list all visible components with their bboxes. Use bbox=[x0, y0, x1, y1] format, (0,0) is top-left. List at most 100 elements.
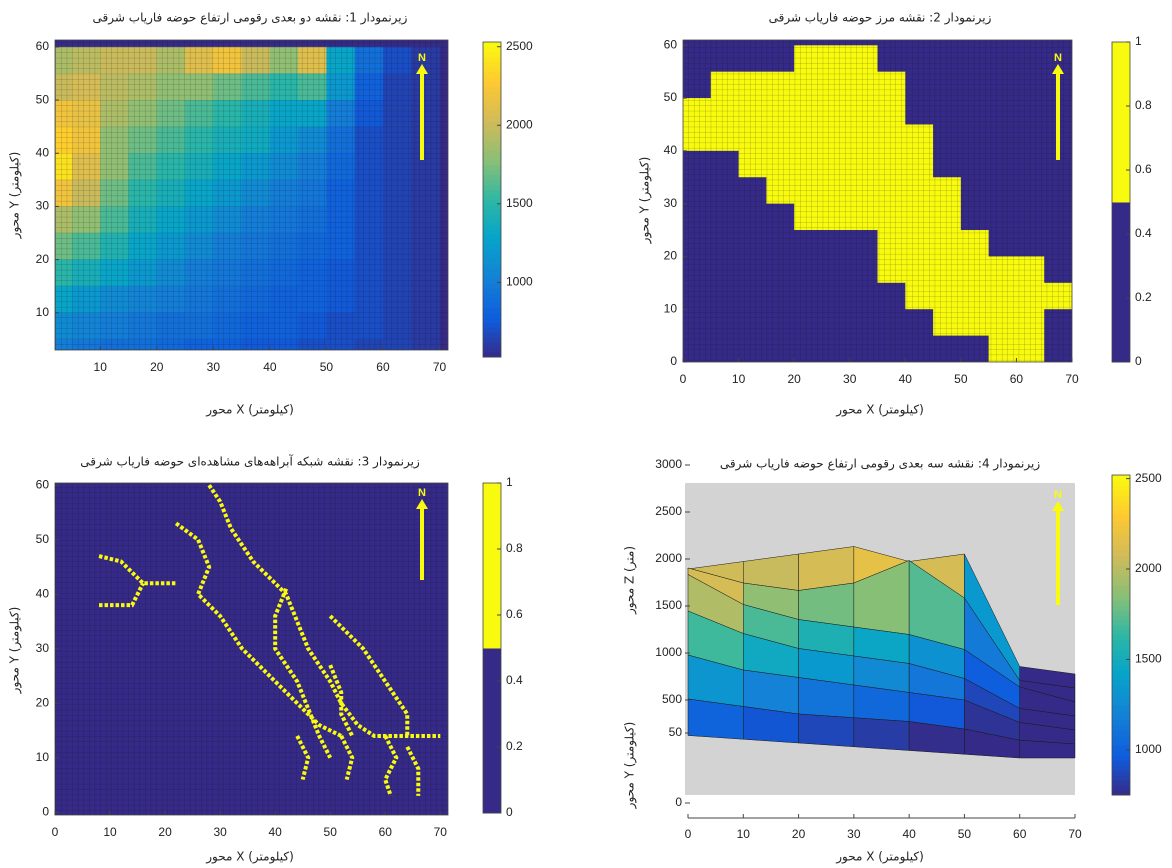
colorbar-segment bbox=[483, 101, 501, 107]
stream-line bbox=[405, 745, 421, 796]
z-tick-label: 2500 bbox=[655, 504, 682, 518]
subplot-title: زیرنمودار 3: نقشه شبکه آبراهه‌های مشاهده… bbox=[80, 454, 420, 470]
colorbar-segment bbox=[483, 125, 501, 132]
colorbar-segment bbox=[1112, 620, 1130, 626]
x-tick-label: 60 bbox=[379, 825, 393, 839]
colorbar-segment bbox=[1112, 655, 1130, 661]
y-tick-label: 30 bbox=[36, 641, 50, 655]
x-tick-label: 60 bbox=[1013, 827, 1027, 841]
north-arrow-head bbox=[1052, 501, 1064, 511]
stream-line bbox=[339, 735, 355, 781]
colorbar-segment bbox=[1112, 710, 1130, 716]
x-tick-label: 20 bbox=[150, 360, 164, 374]
x-tick-label: 10 bbox=[103, 825, 117, 839]
x-tick-label: 0 bbox=[680, 372, 687, 386]
plot-area bbox=[55, 483, 448, 815]
z-tick-label: 3000 bbox=[655, 457, 682, 471]
colorbar-segment bbox=[483, 140, 501, 146]
colorbar-segment bbox=[483, 174, 501, 181]
colorbar-segment bbox=[483, 327, 501, 333]
colorbar-segment bbox=[483, 648, 501, 814]
mesh-overlay bbox=[55, 40, 448, 350]
plot-area bbox=[683, 40, 1072, 362]
colorbar-segment bbox=[483, 312, 501, 319]
colorbar-segment bbox=[483, 297, 501, 304]
z-tick-label: 500 bbox=[662, 692, 682, 706]
colorbar-segment bbox=[483, 150, 501, 156]
colorbar-segment bbox=[483, 293, 501, 299]
colorbar-segment bbox=[1112, 735, 1130, 741]
x-tick-label: 50 bbox=[958, 827, 972, 841]
subplot-title: زیرنمودار 1: نقشه دو بعدی رقومی ارتفاع ح… bbox=[93, 11, 408, 26]
x-tick-label: 30 bbox=[207, 360, 221, 374]
colorbar-segment bbox=[483, 253, 501, 260]
colorbar-segment bbox=[1112, 510, 1130, 516]
stream-line bbox=[383, 735, 399, 797]
colorbar-segment bbox=[483, 229, 501, 235]
colorbar-tick-label: 0 bbox=[1135, 354, 1142, 368]
colorbar-segment bbox=[483, 165, 501, 171]
colorbar-segment bbox=[1112, 670, 1130, 676]
y-tick-label: 50 bbox=[36, 92, 50, 106]
colorbar-segment bbox=[1112, 585, 1130, 591]
colorbar-segment bbox=[1112, 630, 1130, 636]
colorbar-segment bbox=[1112, 720, 1130, 726]
mesh-overlay bbox=[55, 483, 448, 815]
colorbar-segment bbox=[1112, 690, 1130, 696]
y-tick-label: 50 bbox=[36, 532, 50, 546]
colorbar-segment bbox=[483, 51, 501, 58]
y-tick-label: 50 bbox=[664, 90, 678, 104]
north-arrow-head bbox=[1052, 64, 1064, 74]
y-tick-label: 30 bbox=[664, 196, 678, 210]
x-axis-label: محور X (کیلومتر) bbox=[205, 403, 294, 418]
colorbar-segment bbox=[1112, 675, 1130, 681]
colorbar-segment bbox=[483, 209, 501, 215]
plot-area bbox=[55, 40, 448, 350]
colorbar-segment bbox=[483, 96, 501, 102]
colorbar-segment bbox=[483, 248, 501, 255]
x-tick-label: 40 bbox=[902, 827, 916, 841]
colorbar-tick-label: 0.8 bbox=[1135, 98, 1152, 112]
colorbar-segment bbox=[1112, 775, 1130, 781]
mesh-overlay bbox=[683, 40, 1072, 362]
colorbar-segment bbox=[1112, 555, 1130, 561]
colorbar-tick-label: 2500 bbox=[506, 39, 533, 53]
x-tick-label: 40 bbox=[263, 360, 277, 374]
axes-frame bbox=[54, 39, 449, 351]
colorbar-tick-label: 0.2 bbox=[506, 739, 523, 753]
x-tick-label: 30 bbox=[843, 372, 857, 386]
colorbar-segment bbox=[1112, 715, 1130, 721]
colorbar-segment bbox=[1112, 635, 1130, 641]
colorbar-segment bbox=[1112, 680, 1130, 686]
north-label: N bbox=[1054, 52, 1062, 64]
colorbar-segment bbox=[483, 258, 501, 264]
y-tick-label: 20 bbox=[664, 249, 678, 263]
colorbar-segment bbox=[1112, 565, 1130, 571]
x-tick-label: 50 bbox=[954, 372, 968, 386]
x-tick-label: 70 bbox=[433, 360, 447, 374]
colorbar-segment bbox=[483, 483, 501, 649]
colorbar-segment bbox=[483, 214, 501, 220]
x-tick-label: 10 bbox=[732, 372, 746, 386]
x-tick-label: 10 bbox=[737, 827, 751, 841]
x-tick-label: 30 bbox=[847, 827, 861, 841]
colorbar-segment bbox=[483, 42, 501, 48]
colorbar-segment bbox=[1112, 650, 1130, 656]
y-axis-label: محور Y (کیلومتر) bbox=[623, 722, 638, 810]
x-axis-label: محور X (کیلومتر) bbox=[835, 850, 924, 865]
colorbar-segment bbox=[1112, 700, 1130, 706]
colorbar-segment bbox=[483, 169, 501, 176]
colorbar-segment bbox=[483, 337, 501, 343]
colorbar-segment bbox=[1112, 545, 1130, 551]
y-tick-label: 40 bbox=[36, 145, 50, 159]
colorbar-segment bbox=[483, 342, 501, 348]
colorbar-frame bbox=[482, 482, 502, 814]
north-arrow-head bbox=[416, 64, 428, 74]
y-axis-label: محور Y (کیلومتر) bbox=[8, 607, 23, 695]
colorbar-segment bbox=[483, 347, 501, 353]
colorbar-segment bbox=[483, 155, 501, 161]
z-tick-label: 2000 bbox=[655, 551, 682, 565]
x-tick-label: 50 bbox=[324, 825, 338, 839]
colorbar-segment bbox=[1112, 790, 1130, 796]
